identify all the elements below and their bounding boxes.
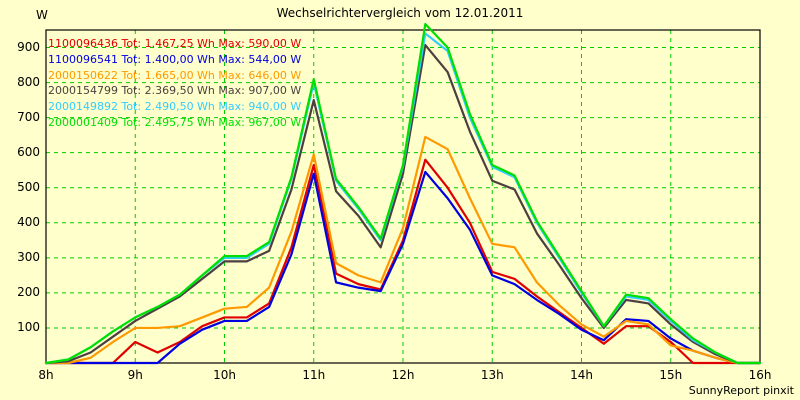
y-axis-unit-label: W <box>36 8 48 22</box>
x-tick-label-9h: 9h <box>127 368 143 382</box>
legend-item-2000154799: 2000154799 Tot: 2.369,50 Wh Max: 907,00 … <box>48 84 302 98</box>
y-tick-label-700: 700 <box>17 109 40 124</box>
chart-legend: 1100096436 Tot: 1.467,25 Wh Max: 590,00 … <box>48 36 301 131</box>
x-tick-label-13h: 13h <box>480 368 504 382</box>
y-tick-label-300: 300 <box>17 249 40 264</box>
y-tick-label-600: 600 <box>17 144 40 159</box>
footer-credit: SunnyReport pinxit <box>688 384 794 397</box>
x-tick-label-8h: 8h <box>38 368 54 382</box>
x-tick-label-12h: 12h <box>391 368 415 382</box>
y-tick-label-400: 400 <box>17 214 40 229</box>
x-tick-label-16h: 16h <box>748 368 772 382</box>
series-line-2000154799 <box>44 43 762 365</box>
chart-title: Wechselrichtervergleich vom 12.01.2011 <box>276 6 524 20</box>
legend-item-2000149892: 2000149892 Tot: 2.490,50 Wh Max: 940,00 … <box>48 100 302 114</box>
x-tick-label-15h: 15h <box>659 368 683 382</box>
series-line-1100096541 <box>44 170 762 365</box>
x-tick-label-11h: 11h <box>302 368 326 382</box>
series-line-2000150622 <box>44 135 762 365</box>
y-tick-label-200: 200 <box>17 284 40 299</box>
series-line-2000001409 <box>44 22 762 365</box>
y-tick-label-500: 500 <box>17 179 40 194</box>
y-tick-label-900: 900 <box>17 39 40 54</box>
y-tick-label-100: 100 <box>17 319 40 334</box>
x-tick-label-14h: 14h <box>570 368 593 382</box>
x-tick-label-10h: 10h <box>213 368 236 382</box>
plot-frame <box>45 29 761 364</box>
legend-item-1100096541: 1100096541 Tot: 1.400,00 Wh Max: 544,00 … <box>48 52 302 66</box>
y-tick-label-800: 800 <box>17 74 40 89</box>
legend-item-2000001409: 2000001409 Tot: 2.495,75 Wh Max: 967,00 … <box>48 115 302 129</box>
legend-item-1100096436: 1100096436 Tot: 1.467,25 Wh Max: 590,00 … <box>48 37 302 50</box>
legend-item-2000150622: 2000150622 Tot: 1.665,00 Wh Max: 646,00 … <box>48 68 302 82</box>
